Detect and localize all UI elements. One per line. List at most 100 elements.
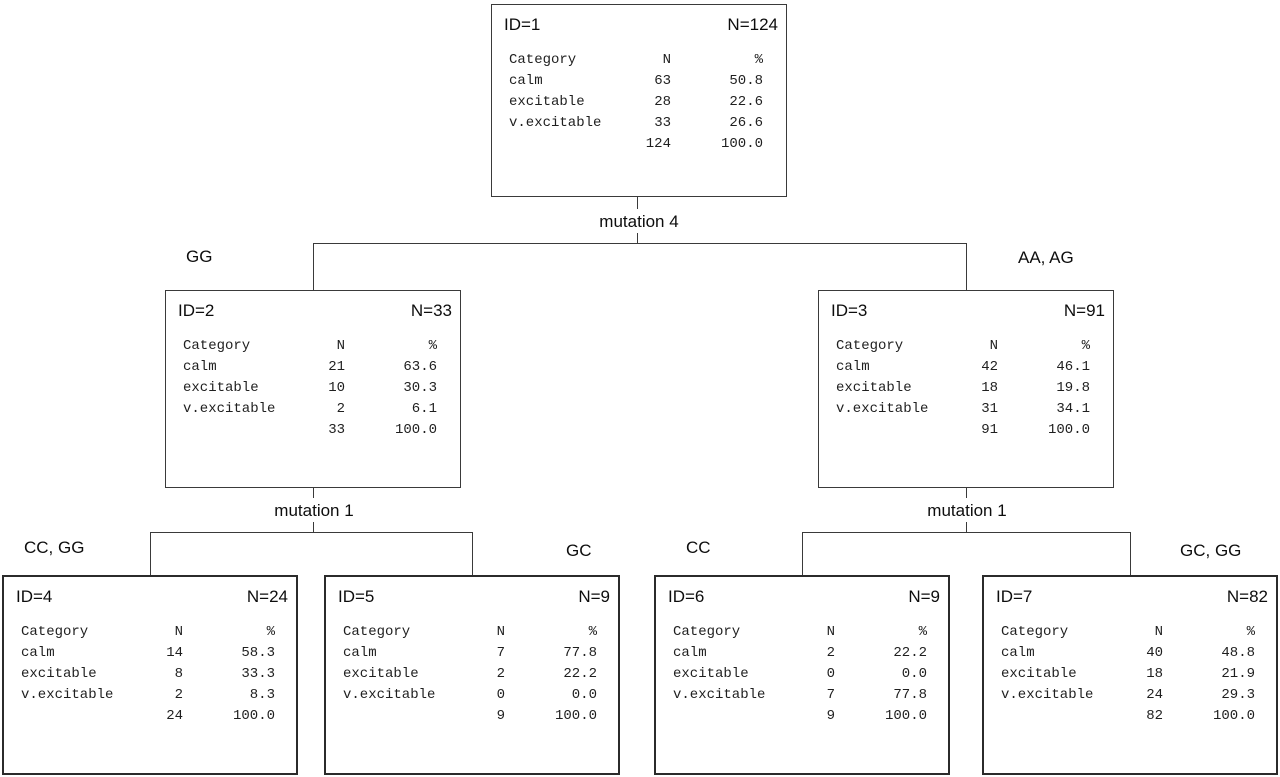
node-distribution-table: Category N % calm 40 48.8 excitable 18 2… — [984, 622, 1276, 727]
count-cell: 24 — [1146, 687, 1163, 703]
table-row: v.excitable 7 77.8 — [656, 685, 948, 706]
column-header-percent: % — [1246, 624, 1255, 640]
table-header-row: Category N % — [984, 622, 1276, 643]
percent-cell: 100.0 — [884, 708, 927, 724]
column-header-n: N — [496, 624, 505, 640]
percent-cell: 6.1 — [411, 401, 437, 417]
table-total-row: 91 100.0 — [819, 420, 1113, 441]
percent-cell: 22.2 — [893, 645, 927, 661]
table-row: v.excitable 31 34.1 — [819, 399, 1113, 420]
count-cell: 2 — [826, 645, 835, 661]
percent-cell: 77.8 — [893, 687, 927, 703]
column-header-n: N — [174, 624, 183, 640]
percent-cell: 19.8 — [1056, 380, 1090, 396]
table-row: excitable 28 22.6 — [492, 92, 786, 113]
category-cell: v.excitable — [509, 115, 602, 131]
category-cell: v.excitable — [183, 401, 276, 417]
percent-cell: 63.6 — [403, 359, 437, 375]
count-cell: 8 — [174, 666, 183, 682]
column-header-n: N — [662, 52, 671, 68]
node-header: ID=3 N=91 — [819, 291, 1113, 321]
count-cell: 14 — [166, 645, 183, 661]
table-row: calm 40 48.8 — [984, 643, 1276, 664]
category-cell: excitable — [1001, 666, 1077, 682]
count-cell: 2 — [174, 687, 183, 703]
category-cell: calm — [509, 73, 543, 89]
tree-node-id5: ID=5 N=9 Category N % calm 7 77.8 excita… — [324, 575, 620, 775]
connector-line — [150, 532, 151, 575]
column-header-percent: % — [1081, 338, 1090, 354]
table-header-row: Category N % — [656, 622, 948, 643]
table-row: excitable 2 22.2 — [326, 664, 618, 685]
percent-cell: 22.2 — [563, 666, 597, 682]
node-n-label: N=33 — [410, 301, 452, 320]
table-row: v.excitable 2 6.1 — [166, 399, 460, 420]
category-cell: excitable — [836, 380, 912, 396]
count-cell: 18 — [1146, 666, 1163, 682]
percent-cell: 8.3 — [249, 687, 275, 703]
column-header-n: N — [989, 338, 998, 354]
node-header: ID=5 N=9 — [326, 577, 618, 607]
percent-cell: 100.0 — [1212, 708, 1255, 724]
column-header-category: Category — [1001, 624, 1069, 640]
tree-node-id2: ID=2 N=33 Category N % calm 21 63.6 exci… — [165, 290, 461, 488]
node-distribution-table: Category N % calm 7 77.8 excitable 2 22.… — [326, 622, 618, 727]
percent-cell: 48.8 — [1221, 645, 1255, 661]
percent-cell: 33.3 — [241, 666, 275, 682]
category-cell: calm — [836, 359, 870, 375]
connector-line — [150, 532, 473, 533]
table-total-row: 124 100.0 — [492, 134, 786, 155]
tree-node-id7: ID=7 N=82 Category N % calm 40 48.8 exci… — [982, 575, 1278, 775]
table-row: v.excitable 0 0.0 — [326, 685, 618, 706]
category-cell: calm — [183, 359, 217, 375]
category-cell — [183, 420, 295, 441]
column-header-category: Category — [183, 338, 251, 354]
percent-cell: 46.1 — [1056, 359, 1090, 375]
table-row: calm 14 58.3 — [4, 643, 296, 664]
category-cell: calm — [673, 645, 707, 661]
percent-cell: 77.8 — [563, 645, 597, 661]
node-id-label: ID=2 — [178, 301, 215, 320]
node-header: ID=4 N=24 — [4, 577, 296, 607]
table-row: v.excitable 2 8.3 — [4, 685, 296, 706]
count-cell: 63 — [654, 73, 671, 89]
node-n-label: N=24 — [246, 587, 288, 606]
branch-label-cc: CC — [686, 538, 711, 557]
node-n-label: N=124 — [727, 15, 778, 34]
count-cell: 2 — [336, 401, 345, 417]
tree-node-id1: ID=1 N=124 Category N % calm 63 50.8 exc… — [491, 4, 787, 197]
count-cell: 9 — [496, 708, 505, 724]
category-cell — [673, 706, 785, 727]
table-row: calm 7 77.8 — [326, 643, 618, 664]
category-cell — [509, 134, 621, 155]
connector-line — [313, 522, 314, 532]
connector-line — [313, 243, 967, 244]
table-row: excitable 8 33.3 — [4, 664, 296, 685]
connector-line — [313, 243, 314, 290]
branch-label-cc-gg: CC, GG — [24, 538, 85, 557]
column-header-category: Category — [836, 338, 904, 354]
category-cell: v.excitable — [836, 401, 929, 417]
count-cell: 0 — [826, 666, 835, 682]
node-header: ID=2 N=33 — [166, 291, 460, 321]
category-cell — [343, 706, 455, 727]
node-distribution-table: Category N % calm 42 46.1 excitable 18 1… — [819, 336, 1113, 441]
table-row: calm 63 50.8 — [492, 71, 786, 92]
branch-label-gc-gg: GC, GG — [1180, 541, 1242, 560]
category-cell — [1001, 706, 1113, 727]
table-row: calm 2 22.2 — [656, 643, 948, 664]
node-distribution-table: Category N % calm 21 63.6 excitable 10 3… — [166, 336, 460, 441]
table-row: v.excitable 24 29.3 — [984, 685, 1276, 706]
count-cell: 33 — [654, 115, 671, 131]
count-cell: 124 — [645, 136, 671, 152]
branch-label-gg: GG — [186, 247, 213, 266]
column-header-category: Category — [343, 624, 411, 640]
node-n-label: N=9 — [578, 587, 610, 606]
column-header-percent: % — [754, 52, 763, 68]
percent-cell: 26.6 — [729, 115, 763, 131]
table-row: excitable 0 0.0 — [656, 664, 948, 685]
category-cell: calm — [1001, 645, 1035, 661]
node-n-label: N=9 — [908, 587, 940, 606]
column-header-n: N — [1154, 624, 1163, 640]
table-row: excitable 10 30.3 — [166, 378, 460, 399]
